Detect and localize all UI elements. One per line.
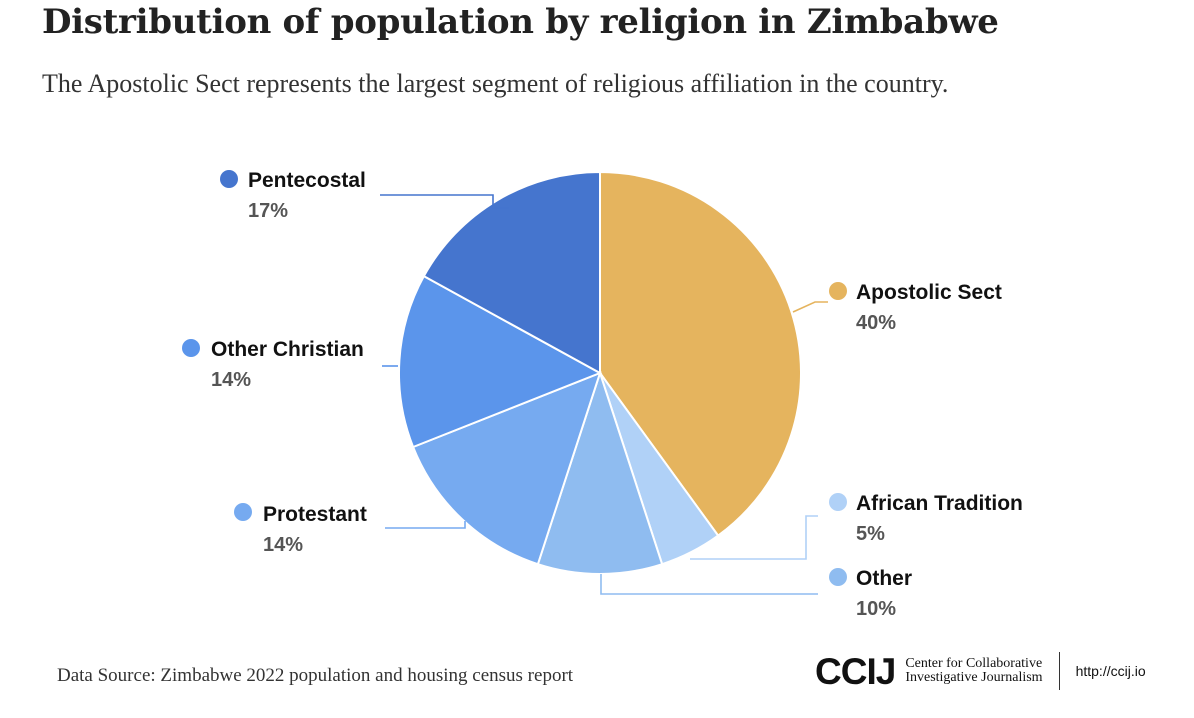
slice-value-apostolic-sect: 40% xyxy=(856,312,896,334)
pie-slice-protestant xyxy=(411,371,602,566)
slice-value-protestant: 14% xyxy=(263,534,303,556)
slice-label-protestant: Protestant xyxy=(263,503,367,526)
pie-slice-other xyxy=(536,369,664,575)
slice-label-apostolic-sect: Apostolic Sect xyxy=(856,281,1002,304)
leader-line-apostolic-sect xyxy=(792,301,828,313)
leader-line-pentecostal xyxy=(380,194,509,209)
pie-slice-apostolic-sect xyxy=(599,170,802,538)
pie-slice-pentecostal xyxy=(422,170,601,375)
leader-line-other xyxy=(600,574,818,595)
slice-label-african-tradition: African Tradition xyxy=(856,492,1023,515)
brand-line-1: Center for Collaborative xyxy=(905,656,1043,671)
pie-chart: Apostolic Sect 40% African Tradition 5% Othe… xyxy=(182,169,1023,620)
leader-lines xyxy=(380,194,828,595)
label-marker-african-tradition xyxy=(829,493,847,511)
slice-value-pentecostal: 17% xyxy=(248,200,288,222)
ccij-logo: CCIJ xyxy=(815,650,896,692)
chart-title: Distribution of population by religion i… xyxy=(42,2,999,42)
label-marker-other-christian xyxy=(182,339,200,357)
pie-slices xyxy=(398,170,802,575)
label-marker-protestant xyxy=(234,503,252,521)
pie-slice-other-christian xyxy=(398,274,603,449)
slice-label-other-christian: Other Christian xyxy=(211,338,364,361)
brand-name: Center for Collaborative Investigative J… xyxy=(905,657,1042,685)
leader-line-african-tradition xyxy=(690,515,818,560)
brand-url: http://ccij.io xyxy=(1075,663,1146,679)
slice-value-other-christian: 14% xyxy=(211,369,251,391)
label-marker-apostolic-sect xyxy=(829,282,847,300)
label-marker-pentecostal xyxy=(220,170,238,188)
data-source: Data Source: Zimbabwe 2022 population an… xyxy=(57,665,574,686)
slice-label-other: Other xyxy=(856,567,912,590)
slice-labels: Apostolic Sect 40% African Tradition 5% Othe… xyxy=(182,169,1023,620)
chart-subtitle: The Apostolic Sect represents the larges… xyxy=(42,69,949,98)
slice-value-african-tradition: 5% xyxy=(856,523,885,545)
brand-line-2: Investigative Journalism xyxy=(905,670,1043,685)
leader-line-protestant xyxy=(385,521,466,529)
label-marker-other xyxy=(829,568,847,586)
brand-block: CCIJ Center for Collaborative Investigat… xyxy=(815,650,1146,692)
slice-label-pentecostal: Pentecostal xyxy=(248,169,366,192)
brand-divider xyxy=(1058,652,1060,690)
slice-value-other: 10% xyxy=(856,598,896,620)
